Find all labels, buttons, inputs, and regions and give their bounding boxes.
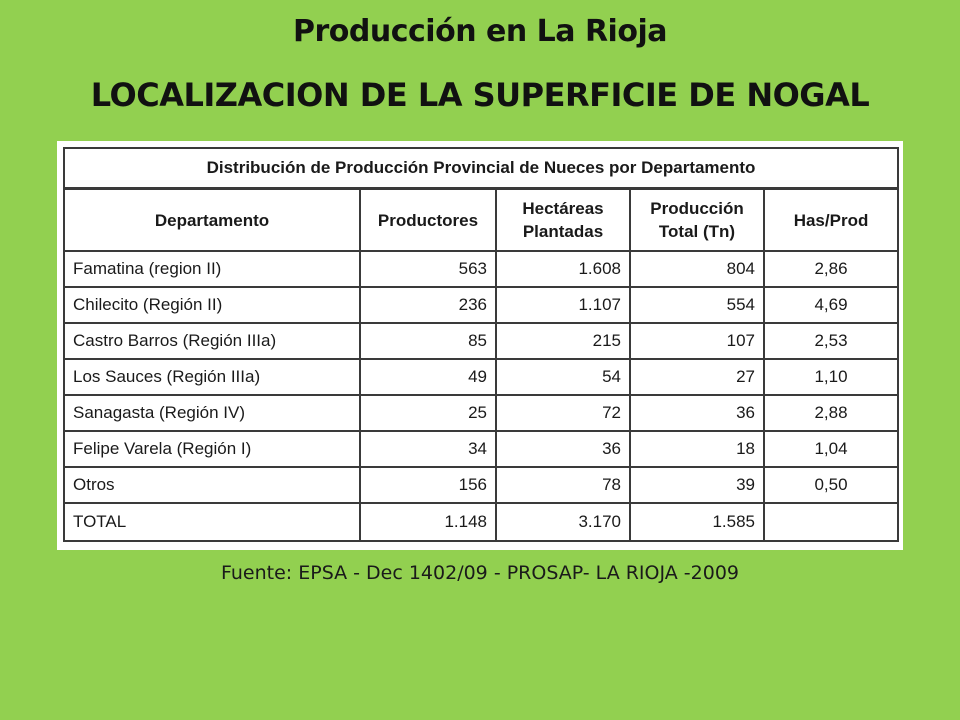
cell-has-prod: 1,04	[762, 430, 900, 468]
cell-has-prod: 2,86	[762, 250, 900, 288]
cell-produccion: 39	[629, 466, 765, 504]
cell-produccion: 1.585	[629, 502, 765, 542]
cell-hectareas: 36	[495, 430, 631, 468]
cell-has-prod: 2,53	[762, 322, 900, 360]
source-note: Fuente: EPSA - Dec 1402/09 - PROSAP- LA …	[220, 562, 740, 584]
cell-productores: 1.148	[359, 502, 497, 542]
cell-productores: 34	[359, 430, 497, 468]
header-hectareas: Hectáreas Plantadas	[495, 187, 631, 252]
table-row: Felipe Varela (Región I) 34 36 18 1,04	[63, 430, 900, 468]
table-header-row: Departamento Productores Hectáreas Plant…	[63, 187, 900, 252]
table-row: Castro Barros (Región IIIa) 85 215 107 2…	[63, 322, 900, 360]
cell-has-prod	[762, 502, 900, 542]
header-produccion: Producción Total (Tn)	[629, 187, 765, 252]
cell-hectareas: 72	[495, 394, 631, 432]
cell-productores: 25	[359, 394, 497, 432]
table-caption: Distribución de Producción Provincial de…	[62, 147, 900, 190]
header-hectareas-line2: Plantadas	[522, 222, 604, 241]
header-productores: Productores	[359, 187, 497, 252]
cell-departamento: Chilecito (Región II)	[63, 286, 361, 324]
cell-hectareas: 215	[495, 322, 631, 360]
cell-departamento: Otros	[63, 466, 361, 504]
table-row: Otros 156 78 39 0,50	[63, 466, 900, 504]
cell-productores: 85	[359, 322, 497, 360]
cell-hectareas: 3.170	[495, 502, 631, 542]
cell-departamento: Felipe Varela (Región I)	[63, 430, 361, 468]
cell-has-prod: 2,88	[762, 394, 900, 432]
cell-has-prod: 1,10	[762, 358, 900, 396]
table-row: Sanagasta (Región IV) 25 72 36 2,88	[63, 394, 900, 432]
cell-produccion: 804	[629, 250, 765, 288]
header-hectareas-line1: Hectáreas	[522, 199, 604, 218]
cell-hectareas: 78	[495, 466, 631, 504]
cell-has-prod: 0,50	[762, 466, 900, 504]
table-row: Famatina (region II) 563 1.608 804 2,86	[63, 250, 900, 288]
header-produccion-line2: Total (Tn)	[658, 222, 736, 241]
cell-productores: 236	[359, 286, 497, 324]
cell-produccion: 18	[629, 430, 765, 468]
cell-departamento: TOTAL	[63, 502, 361, 542]
slide-subtitle: LOCALIZACION DE LA SUPERFICIE DE NOGAL	[90, 76, 870, 114]
table-total-row: TOTAL 1.148 3.170 1.585	[63, 502, 900, 542]
table-row: Chilecito (Región II) 236 1.107 554 4,69	[63, 286, 900, 324]
cell-hectareas: 1.608	[495, 250, 631, 288]
cell-produccion: 554	[629, 286, 765, 324]
header-departamento: Departamento	[63, 187, 361, 252]
cell-productores: 49	[359, 358, 497, 396]
cell-produccion: 36	[629, 394, 765, 432]
cell-departamento: Los Sauces (Región IIIa)	[63, 358, 361, 396]
cell-departamento: Sanagasta (Región IV)	[63, 394, 361, 432]
production-table: Distribución de Producción Provincial de…	[62, 147, 900, 542]
cell-hectareas: 1.107	[495, 286, 631, 324]
table-image-frame: Distribución de Producción Provincial de…	[57, 141, 903, 550]
slide-title: Producción en La Rioja	[293, 14, 667, 49]
cell-produccion: 27	[629, 358, 765, 396]
cell-produccion: 107	[629, 322, 765, 360]
cell-departamento: Famatina (region II)	[63, 250, 361, 288]
cell-hectareas: 54	[495, 358, 631, 396]
cell-productores: 563	[359, 250, 497, 288]
header-has-prod: Has/Prod	[762, 187, 900, 252]
header-produccion-line1: Producción	[650, 199, 744, 218]
cell-has-prod: 4,69	[762, 286, 900, 324]
table-row: Los Sauces (Región IIIa) 49 54 27 1,10	[63, 358, 900, 396]
cell-productores: 156	[359, 466, 497, 504]
cell-departamento: Castro Barros (Región IIIa)	[63, 322, 361, 360]
